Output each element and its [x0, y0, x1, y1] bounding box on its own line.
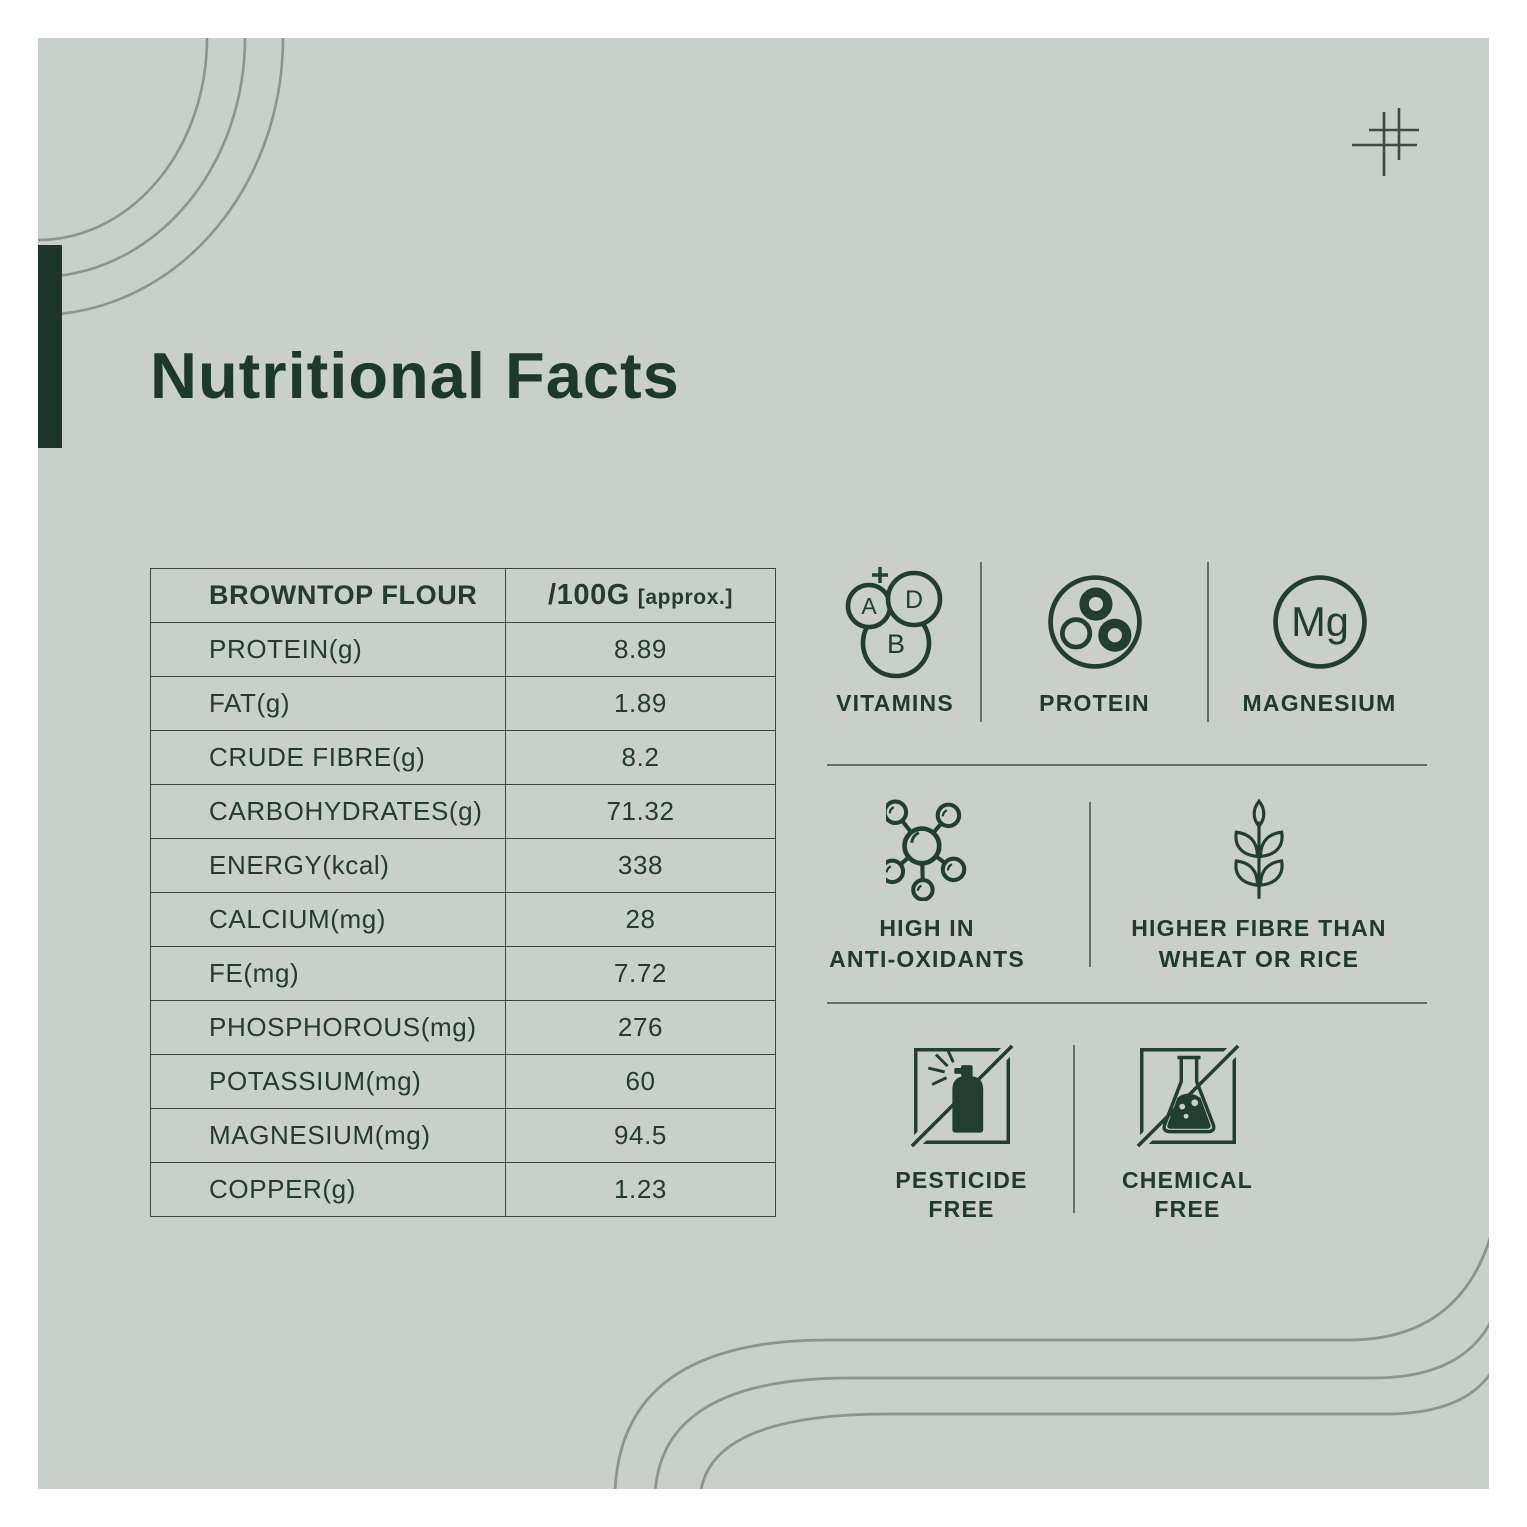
horizontal-divider [827, 764, 1427, 766]
spray-lines [927, 1049, 955, 1086]
spray-can [951, 1065, 983, 1133]
table-header-serving: /100G [approx.] [505, 568, 776, 623]
feature-vitamins: A D B VITAMINS [810, 560, 980, 722]
pesticide-free-icon [908, 1040, 1015, 1152]
nutrient-label: CRUDE FIBRE(g) [150, 730, 506, 785]
nutrient-value: 276 [505, 1000, 776, 1055]
accent-bar [38, 245, 62, 448]
feature-chemical-free: CHEMICAL FREE [1075, 1040, 1300, 1224]
table-row: POTASSIUM(mg) 60 [150, 1054, 776, 1109]
svg-text:B: B [887, 629, 905, 659]
svg-text:D: D [905, 586, 923, 614]
nutrient-label: ENERGY(kcal) [150, 838, 506, 893]
table-row: PHOSPHOROUS(mg) 276 [150, 1000, 776, 1055]
nutrient-value: 7.72 [505, 946, 776, 1001]
table-row: PROTEIN(g) 8.89 [150, 622, 776, 677]
feature-label: HIGH IN ANTI-OXIDANTS [829, 913, 1025, 975]
nutrient-value: 60 [505, 1054, 776, 1109]
antioxidants-molecule-icon [886, 795, 968, 905]
wheat-icon [1221, 795, 1297, 905]
nutrient-value: 28 [505, 892, 776, 947]
nutrient-label: MAGNESIUM(mg) [150, 1108, 506, 1163]
chemical-free-icon [1134, 1040, 1241, 1152]
nutrition-table: BROWNTOP FLOUR /100G [approx.] PROTEIN(g… [150, 568, 776, 1217]
feature-label-line1: HIGHER FIBRE THAN [1131, 915, 1387, 941]
vertical-divider [980, 562, 982, 722]
table-header-row: BROWNTOP FLOUR /100G [approx.] [150, 568, 776, 623]
feature-magnesium: Mg MAGNESIUM [1209, 560, 1430, 722]
nutrient-label: COPPER(g) [150, 1162, 506, 1217]
feature-row-minerals: A D B VITAMINS PROTEIN [810, 560, 1430, 722]
serving-amount: /100G [547, 579, 630, 611]
feature-label-line1: CHEMICAL [1122, 1167, 1253, 1193]
vitamins-icon: A D B [836, 560, 954, 684]
table-row: CALCIUM(mg) 28 [150, 892, 776, 947]
feature-label-line2: FREE [1154, 1196, 1221, 1222]
protein-icon [1043, 560, 1147, 684]
serving-note: [approx.] [637, 586, 734, 609]
feature-label: CHEMICAL FREE [1122, 1166, 1253, 1224]
feature-antioxidants: HIGH IN ANTI-OXIDANTS [765, 795, 1089, 975]
flask [1161, 1055, 1216, 1134]
hash-mark-icon [1352, 108, 1419, 176]
nutrient-label: PROTEIN(g) [150, 622, 506, 677]
feature-row-free: PESTICIDE FREE [850, 1040, 1300, 1224]
feature-pesticide-free: PESTICIDE FREE [850, 1040, 1073, 1224]
nutrient-value: 71.32 [505, 784, 776, 839]
plus-icon [872, 567, 888, 583]
corner-curves-bottom-right [613, 1236, 1489, 1489]
table-row: FAT(g) 1.89 [150, 676, 776, 731]
table-row: ENERGY(kcal) 338 [150, 838, 776, 893]
nutrient-value: 8.2 [505, 730, 776, 785]
feature-label-line1: PESTICIDE [895, 1167, 1028, 1193]
vertical-divider [1073, 1045, 1075, 1213]
feature-label: HIGHER FIBRE THAN WHEAT OR RICE [1131, 913, 1387, 975]
nutrient-label: POTASSIUM(mg) [150, 1054, 506, 1109]
feature-label: VITAMINS [836, 690, 954, 716]
nutrient-value: 8.89 [505, 622, 776, 677]
feature-label-line2: ANTI-OXIDANTS [829, 946, 1025, 972]
nutrient-value: 94.5 [505, 1108, 776, 1163]
feature-protein: PROTEIN [982, 560, 1207, 722]
nutrient-label: FAT(g) [150, 676, 506, 731]
magnesium-icon: Mg [1268, 560, 1372, 684]
table-header-product: BROWNTOP FLOUR [150, 568, 506, 623]
feature-label: PESTICIDE FREE [895, 1166, 1027, 1224]
nutrient-value: 1.23 [505, 1162, 776, 1217]
feature-row-benefits: HIGH IN ANTI-OXIDANTS [765, 795, 1427, 975]
feature-label-line1: HIGH IN [879, 915, 975, 941]
feature-label-line2: WHEAT OR RICE [1158, 946, 1360, 972]
table-row: MAGNESIUM(mg) 94.5 [150, 1108, 776, 1163]
nutrient-label: CALCIUM(mg) [150, 892, 506, 947]
table-row: COPPER(g) 1.23 [150, 1162, 776, 1217]
svg-text:A: A [861, 593, 877, 619]
feature-label: PROTEIN [1039, 690, 1150, 716]
table-row: CRUDE FIBRE(g) 8.2 [150, 730, 776, 785]
nutrient-label: PHOSPHOROUS(mg) [150, 1000, 506, 1055]
svg-text:Mg: Mg [1291, 598, 1349, 645]
feature-label-line2: FREE [928, 1196, 995, 1222]
nutrient-value: 338 [505, 838, 776, 893]
feature-fibre: HIGHER FIBRE THAN WHEAT OR RICE [1091, 795, 1427, 975]
nutrient-value: 1.89 [505, 676, 776, 731]
table-row: FE(mg) 7.72 [150, 946, 776, 1001]
page-title: Nutritional Facts [150, 339, 680, 412]
feature-label: MAGNESIUM [1242, 690, 1397, 716]
nutrient-label: CARBOHYDRATES(g) [150, 784, 506, 839]
table-row: CARBOHYDRATES(g) 71.32 [150, 784, 776, 839]
nutrient-label: FE(mg) [150, 946, 506, 1001]
vertical-divider [1207, 562, 1209, 722]
vertical-divider [1089, 802, 1091, 967]
card-panel: Nutritional Facts BROWNTOP FLOUR /100G [… [38, 38, 1489, 1489]
corner-curves-top-left [38, 38, 285, 317]
horizontal-divider [827, 1002, 1427, 1004]
